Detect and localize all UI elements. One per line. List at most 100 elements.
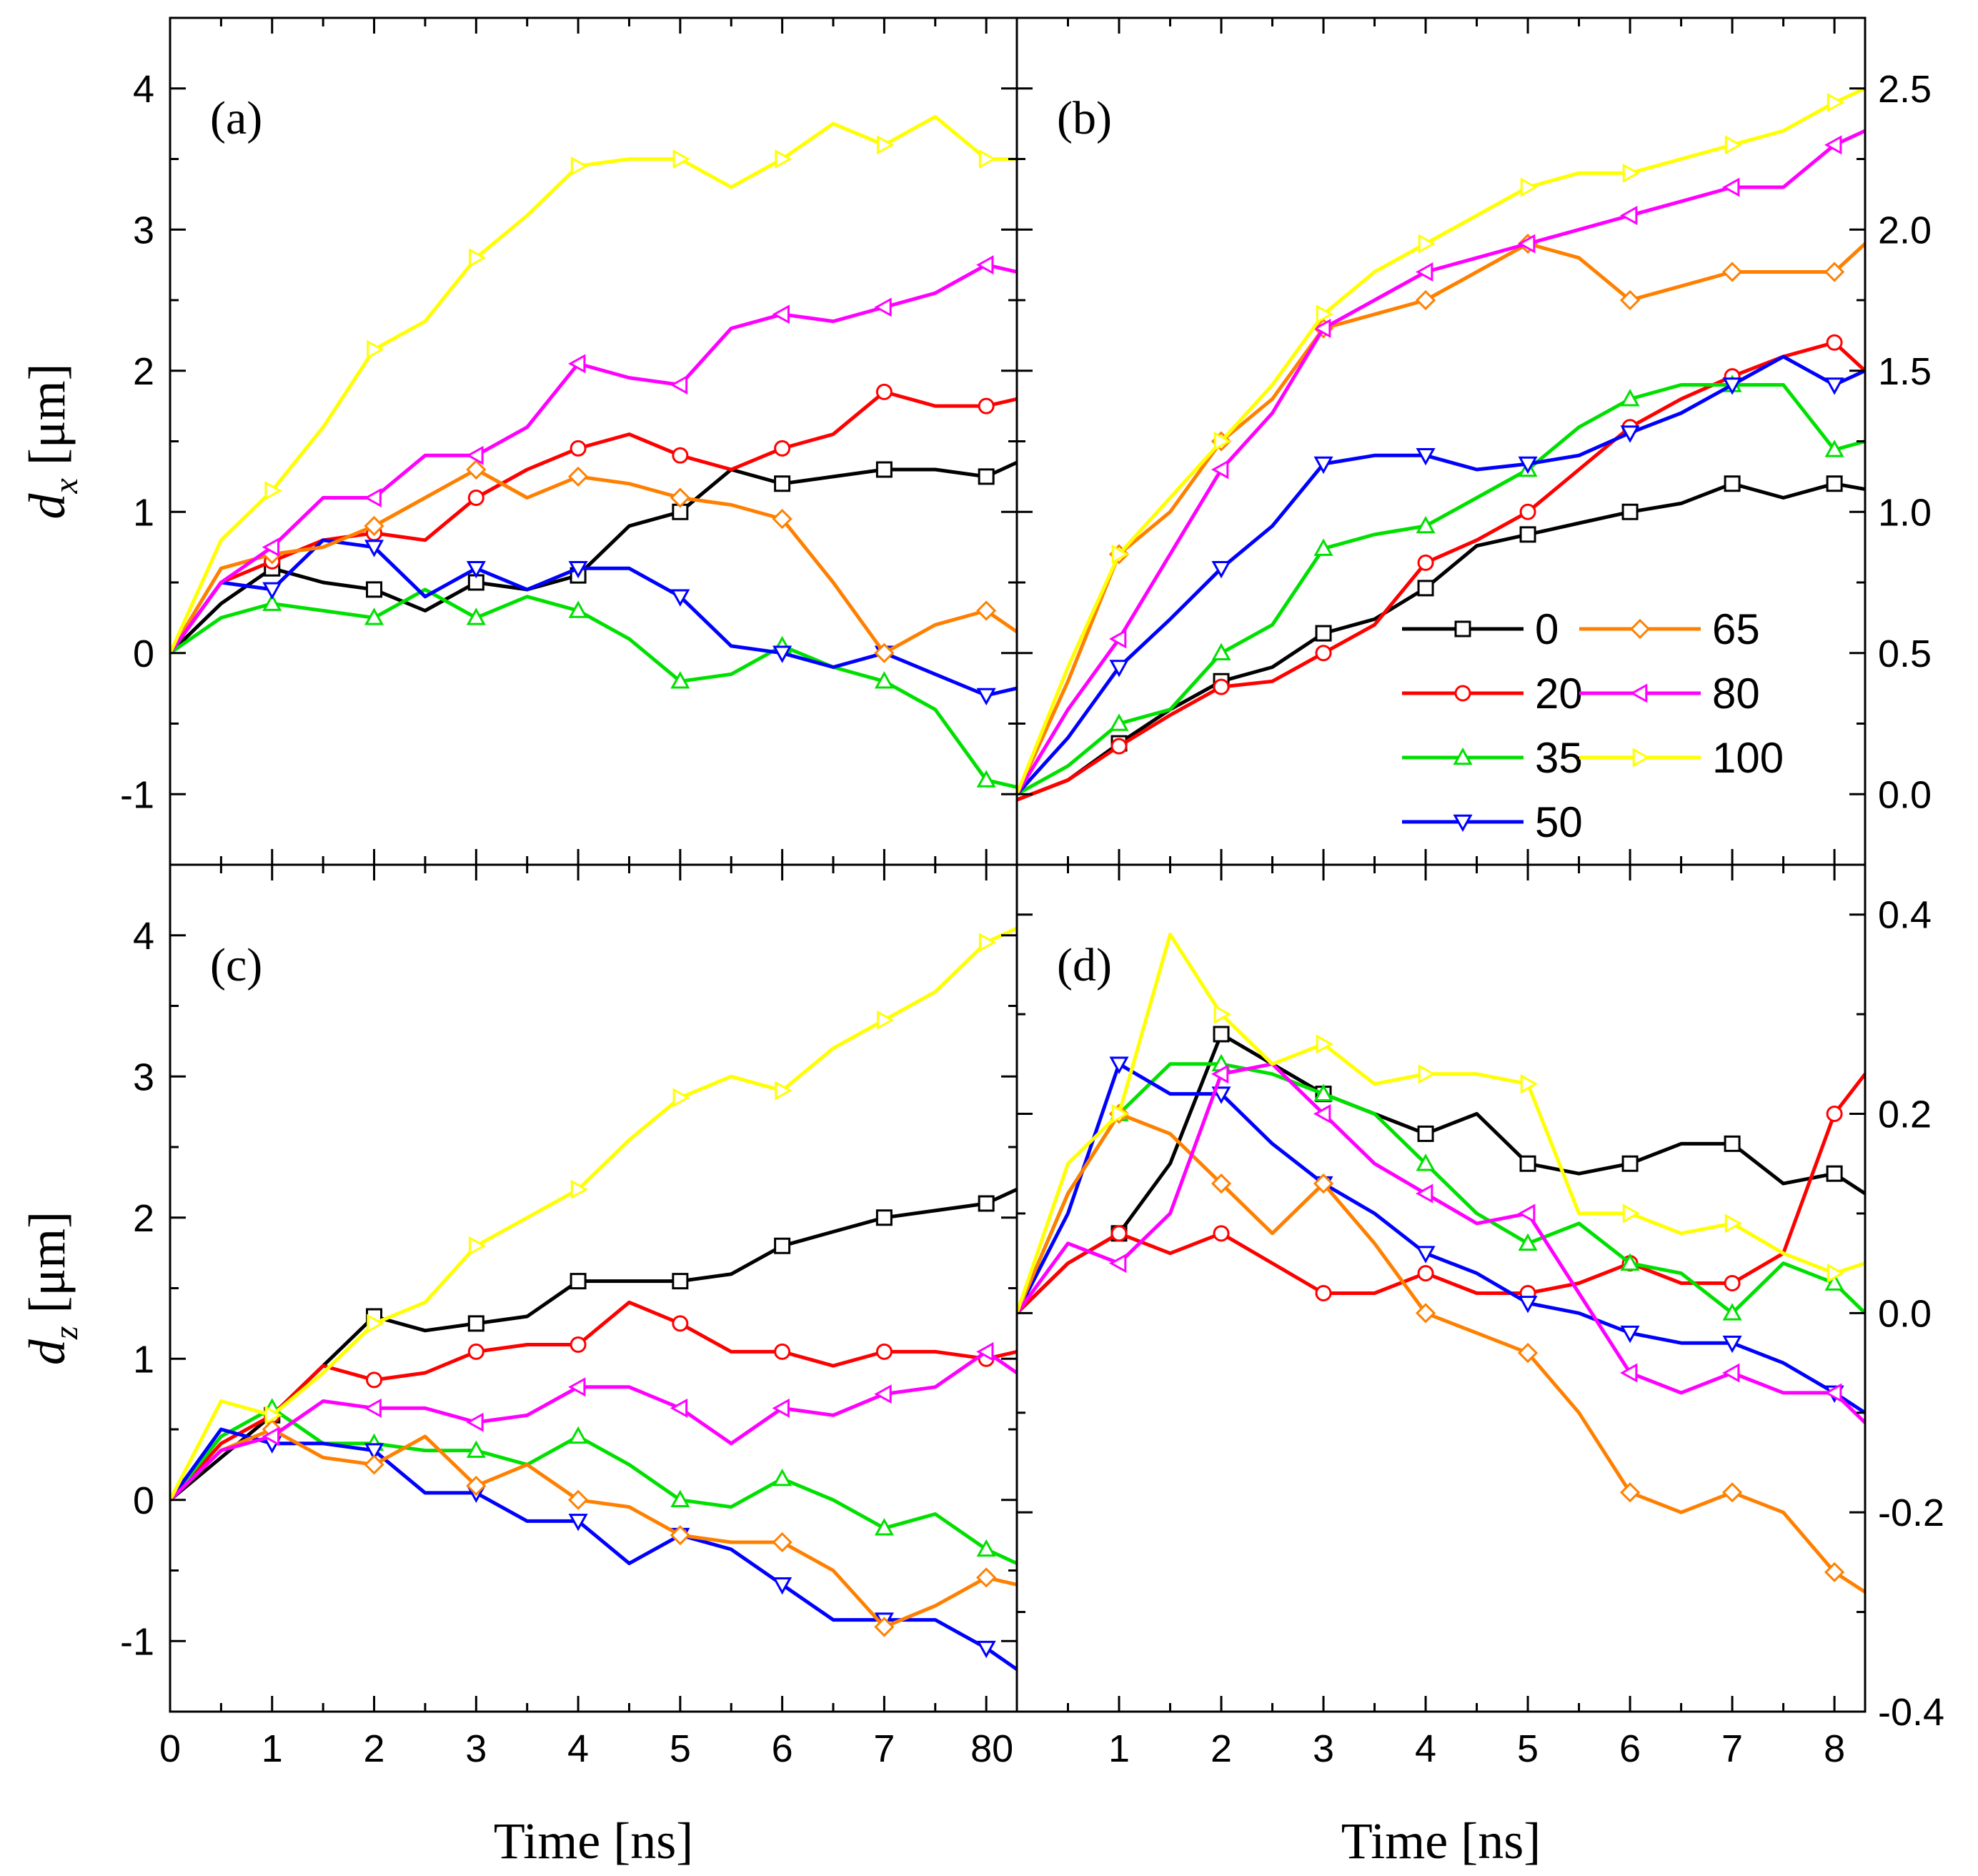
data-point-65-6 bbox=[1619, 289, 1641, 311]
data-point-65-6 bbox=[772, 509, 792, 530]
panel-c bbox=[169, 863, 1017, 1712]
data-point-80-3 bbox=[466, 1412, 484, 1432]
x-tick-label: 6 bbox=[772, 1727, 793, 1770]
data-point-100-2 bbox=[1213, 431, 1232, 452]
data-point-0-3 bbox=[1315, 625, 1332, 642]
y-tick-label: 4 bbox=[133, 915, 154, 958]
data-point-0-5 bbox=[1519, 526, 1536, 543]
data-point-35-8 bbox=[976, 770, 996, 788]
data-point-65-6 bbox=[1619, 1482, 1641, 1503]
data-point-50-3 bbox=[1313, 456, 1333, 475]
data-point-0-4 bbox=[570, 1273, 587, 1290]
data-point-50-8 bbox=[976, 688, 996, 706]
y-axis-title: dx [μm] bbox=[19, 364, 85, 520]
data-point-100-7 bbox=[877, 135, 895, 155]
data-point-100-1 bbox=[264, 1405, 282, 1425]
x-tick-label: 0 bbox=[159, 1727, 181, 1770]
data-point-100-8 bbox=[978, 149, 997, 169]
y-tick-label: 2.5 bbox=[1878, 68, 1932, 111]
data-point-35-7 bbox=[874, 1518, 894, 1536]
data-point-65-2 bbox=[364, 1454, 384, 1475]
data-point-20-7 bbox=[1724, 1275, 1741, 1292]
data-point-100-1 bbox=[264, 481, 282, 501]
data-point-50-4 bbox=[568, 560, 588, 579]
data-point-0-7 bbox=[1724, 1135, 1741, 1152]
data-point-100-1 bbox=[1111, 544, 1130, 565]
series-group bbox=[170, 926, 1017, 1671]
data-point-100-6 bbox=[775, 149, 792, 169]
data-point-65-8 bbox=[976, 1567, 997, 1588]
data-point-35-6 bbox=[1620, 1253, 1640, 1271]
data-point-35-3 bbox=[466, 607, 486, 625]
data-point-80-8 bbox=[976, 1341, 994, 1361]
panel-b bbox=[1015, 16, 1865, 865]
data-point-80-1 bbox=[1108, 1254, 1127, 1274]
data-point-80-8 bbox=[976, 255, 994, 275]
data-point-80-5 bbox=[1517, 234, 1536, 254]
y-tick-label: 4 bbox=[133, 68, 154, 111]
data-point-80-7 bbox=[874, 1384, 892, 1404]
data-point-20-2 bbox=[1213, 678, 1230, 695]
data-point-0-8 bbox=[1826, 475, 1843, 492]
y-tick-label: 3 bbox=[133, 1056, 154, 1098]
data-point-65-5 bbox=[670, 487, 690, 508]
data-point-35-4 bbox=[568, 1426, 588, 1444]
data-point-80-4 bbox=[567, 1377, 586, 1397]
legend-label-35: 35 bbox=[1535, 734, 1583, 782]
series-group bbox=[170, 114, 1017, 789]
data-point-65-2 bbox=[364, 515, 384, 537]
data-point-20-2 bbox=[366, 1371, 383, 1389]
y-tick-label: -0.2 bbox=[1878, 1492, 1944, 1534]
data-point-80-4 bbox=[567, 354, 586, 374]
legend-item-80: 80 bbox=[1579, 670, 1760, 718]
data-point-80-7 bbox=[1721, 177, 1740, 197]
data-point-80-6 bbox=[1619, 1363, 1638, 1383]
data-point-20-5 bbox=[672, 447, 689, 464]
data-point-80-5 bbox=[670, 374, 688, 395]
x-tick-label: 8 bbox=[1824, 1727, 1845, 1770]
data-point-0-2 bbox=[366, 581, 383, 598]
series-line-20 bbox=[170, 389, 1017, 655]
series-line-0 bbox=[1017, 1032, 1865, 1315]
data-point-35-4 bbox=[1416, 515, 1436, 534]
data-point-65-7 bbox=[1721, 262, 1743, 282]
y-tick-label: 0.0 bbox=[1878, 1292, 1932, 1335]
data-point-80-3 bbox=[1313, 1103, 1331, 1124]
data-point-0-2 bbox=[1213, 1026, 1230, 1043]
data-point-35-4 bbox=[1416, 1153, 1436, 1171]
data-point-100-4 bbox=[1418, 1064, 1436, 1084]
x-tick-label: 2 bbox=[364, 1727, 385, 1770]
data-point-50-5 bbox=[1518, 456, 1538, 475]
series-group bbox=[1017, 933, 1865, 1594]
data-point-100-7 bbox=[877, 1010, 895, 1030]
data-point-65-5 bbox=[1517, 1342, 1539, 1364]
data-point-80-6 bbox=[1619, 205, 1638, 226]
data-point-20-4 bbox=[1417, 554, 1434, 571]
data-point-20-7 bbox=[875, 1343, 893, 1360]
data-point-65-4 bbox=[567, 466, 589, 487]
data-point-50-4 bbox=[1416, 1246, 1436, 1264]
y-tick-label: 1 bbox=[133, 491, 154, 534]
data-point-80-7 bbox=[874, 297, 892, 317]
series-line-80 bbox=[1017, 129, 1865, 795]
data-point-100-5 bbox=[672, 1088, 690, 1108]
y-tick-label: 0.4 bbox=[1878, 894, 1932, 937]
x-tick-label: 7 bbox=[873, 1727, 895, 1770]
data-point-0-5 bbox=[672, 1273, 689, 1290]
x-axis-title: Time [ns] bbox=[1341, 1812, 1541, 1870]
legend-item-20: 20 bbox=[1402, 670, 1583, 718]
data-point-65-8 bbox=[1824, 1562, 1845, 1582]
data-point-50-3 bbox=[466, 560, 486, 579]
x-tick-label: 4 bbox=[567, 1727, 589, 1770]
series-line-100 bbox=[170, 926, 1017, 1501]
legend-label-65: 65 bbox=[1712, 605, 1760, 653]
legend-marker-35 bbox=[1453, 747, 1473, 765]
legend-label-0: 0 bbox=[1535, 605, 1559, 653]
y-tick-label: 1.5 bbox=[1878, 350, 1932, 393]
data-point-35-1 bbox=[262, 593, 282, 611]
data-point-50-8 bbox=[976, 1640, 996, 1659]
data-point-65-7 bbox=[874, 1617, 895, 1637]
data-point-35-5 bbox=[670, 671, 690, 689]
data-point-50-6 bbox=[1620, 1325, 1640, 1344]
